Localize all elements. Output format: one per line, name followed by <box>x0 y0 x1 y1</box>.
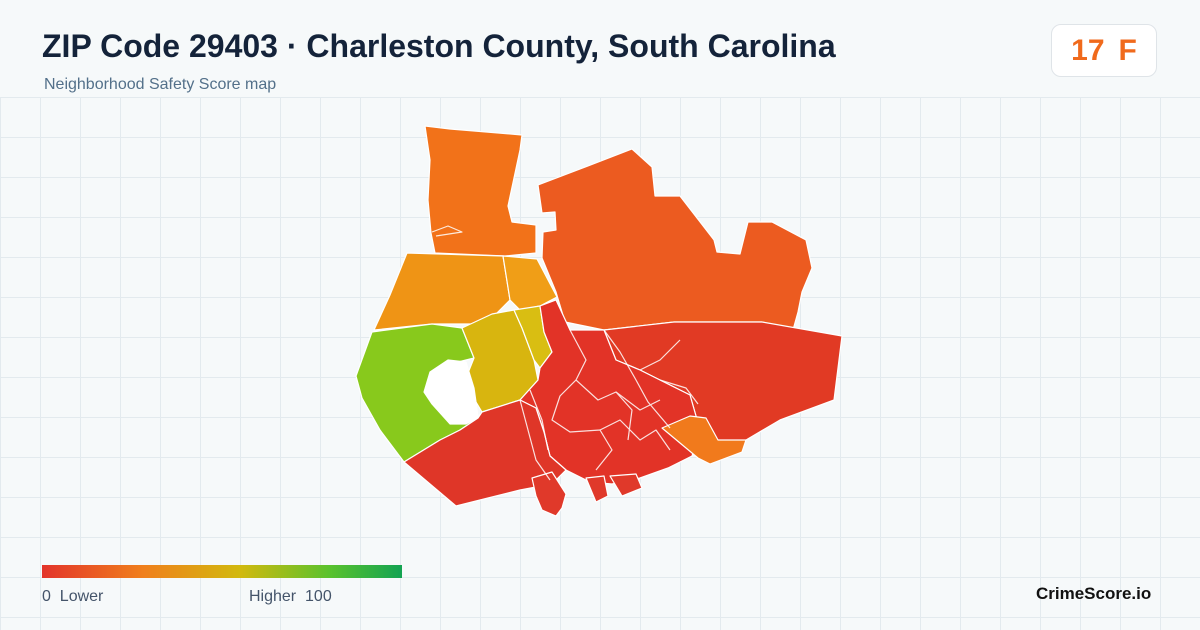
page-title: ZIP Code 29403 · Charleston County, Sout… <box>42 28 836 64</box>
score-grade: F <box>1118 33 1137 67</box>
region-boundaries <box>431 225 699 481</box>
map-region-upper-east[interactable] <box>537 148 813 331</box>
brand-logo-text[interactable]: CrimeScore.io <box>1036 584 1152 603</box>
score-value: 17 <box>1071 33 1105 67</box>
legend-color-bar <box>42 565 402 578</box>
legend-low-label: 0 Lower <box>42 588 104 605</box>
legend-high-label: Higher 100 <box>249 588 332 605</box>
map-region-small-blocks[interactable] <box>531 471 567 517</box>
map-region-south-east-orange[interactable] <box>661 415 747 465</box>
page-subtitle: Neighborhood Safety Score map <box>44 76 277 93</box>
score-badge: 17 F <box>1051 24 1157 77</box>
header-band <box>0 0 1200 97</box>
map-region-small-blocks-3[interactable] <box>609 473 643 497</box>
map-region-small-blocks-2[interactable] <box>585 475 609 503</box>
map-region-north-peninsula[interactable] <box>424 125 537 257</box>
